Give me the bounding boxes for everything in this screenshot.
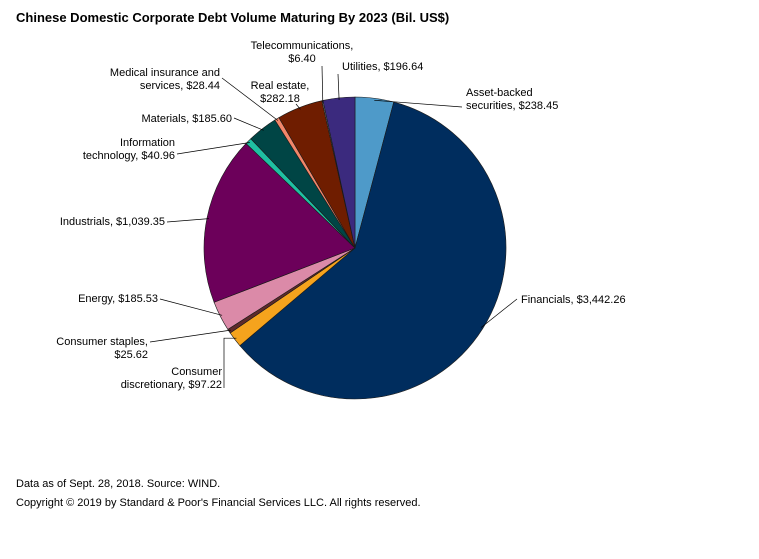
leader-line-consumer-staples xyxy=(149,329,231,343)
leader-line-utilities xyxy=(337,73,340,100)
slice-label-information-technology: Information technology, $40.96 xyxy=(83,137,175,162)
leader-line-information-technology xyxy=(176,142,250,155)
slice-label-real-estate: Real estate, $282.18 xyxy=(251,80,310,105)
pie-chart: Asset-backed securities, $238.45 Financial… xyxy=(56,40,626,400)
slice-label-industrials: Industrials, $1,039.35 xyxy=(60,216,165,228)
leader-line-materials xyxy=(233,117,264,131)
chart-title: Chinese Domestic Corporate Debt Volume M… xyxy=(16,10,450,25)
leader-line-asset-backed-securities xyxy=(374,99,463,108)
slice-label-consumer-discretionary: Consumer discretionary, $97.22 xyxy=(121,366,223,391)
leader-line-telecommunications xyxy=(321,65,324,103)
slice-labels: Asset-backed securities, $238.45 Financial… xyxy=(56,40,625,391)
slice-label-materials: Materials, $185.60 xyxy=(142,113,233,125)
slice-label-medical-insurance-and-services: Medical insurance and services, $28.44 xyxy=(110,67,220,92)
source-note: Data as of Sept. 28, 2018. Source: WIND. xyxy=(16,478,221,490)
leader-line-industrials xyxy=(166,218,209,223)
leader-line-consumer-discretionary xyxy=(223,337,237,388)
slice-label-consumer-staples: Consumer staples, $25.62 xyxy=(56,336,148,361)
slice-label-financials: Financials, $3,442.26 xyxy=(521,294,626,306)
slice-label-telecommunications: Telecommunications, $6.40 xyxy=(251,40,354,65)
pie-slice-industrials xyxy=(203,143,356,303)
slice-label-energy: Energy, $185.53 xyxy=(78,293,158,305)
leader-lines xyxy=(149,65,518,388)
leader-line-medical-insurance-and-services xyxy=(221,77,279,121)
pie-slice-financials xyxy=(239,101,507,400)
leader-line-financials xyxy=(480,298,518,328)
slice-label-utilities: Utilities, $196.64 xyxy=(342,61,423,73)
pie-slices xyxy=(203,96,507,400)
leader-line-energy xyxy=(159,298,223,316)
copyright-note: Copyright © 2019 by Standard & Poor's Fi… xyxy=(16,497,421,509)
leader-line-real-estate xyxy=(295,103,301,110)
slice-label-asset-backed-securities: Asset-backed securities, $238.45 xyxy=(466,87,558,112)
